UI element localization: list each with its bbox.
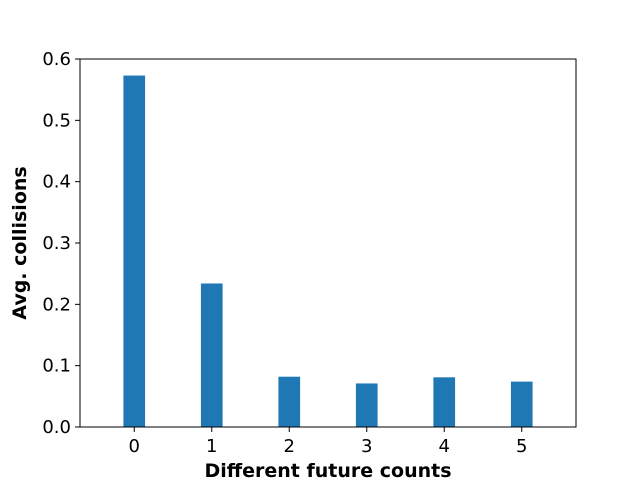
y-tick-label: 0.3 [42, 233, 71, 254]
bar-4 [433, 377, 456, 427]
y-tick-label: 0.2 [42, 294, 71, 315]
x-tick-label: 0 [129, 436, 140, 457]
x-axis-label: Different future counts [204, 460, 451, 480]
x-tick-label: 2 [284, 436, 295, 457]
x-tick-label: 4 [439, 436, 450, 457]
bar-2 [278, 376, 301, 427]
y-tick-label: 0.0 [42, 417, 71, 438]
bar-0 [123, 75, 146, 427]
x-tick-label: 1 [206, 436, 217, 457]
y-axis-label: Avg. collisions [9, 166, 31, 319]
y-ticks-group: 0.0 0.1 0.2 0.3 0.4 0.5 0.6 [42, 49, 80, 438]
x-tick-label: 5 [516, 436, 527, 457]
plot-frame [79, 58, 577, 428]
y-tick-label: 0.1 [42, 356, 71, 377]
y-tick-label: 0.5 [42, 110, 71, 131]
bar-1 [200, 283, 223, 427]
bars-group [123, 75, 533, 427]
y-tick-label: 0.4 [42, 172, 71, 193]
x-ticks-group: 0 1 2 3 4 5 [129, 427, 527, 457]
bar-5 [510, 381, 533, 427]
bar-3 [355, 383, 378, 427]
x-tick-label: 3 [361, 436, 372, 457]
y-tick-label: 0.6 [42, 49, 71, 70]
